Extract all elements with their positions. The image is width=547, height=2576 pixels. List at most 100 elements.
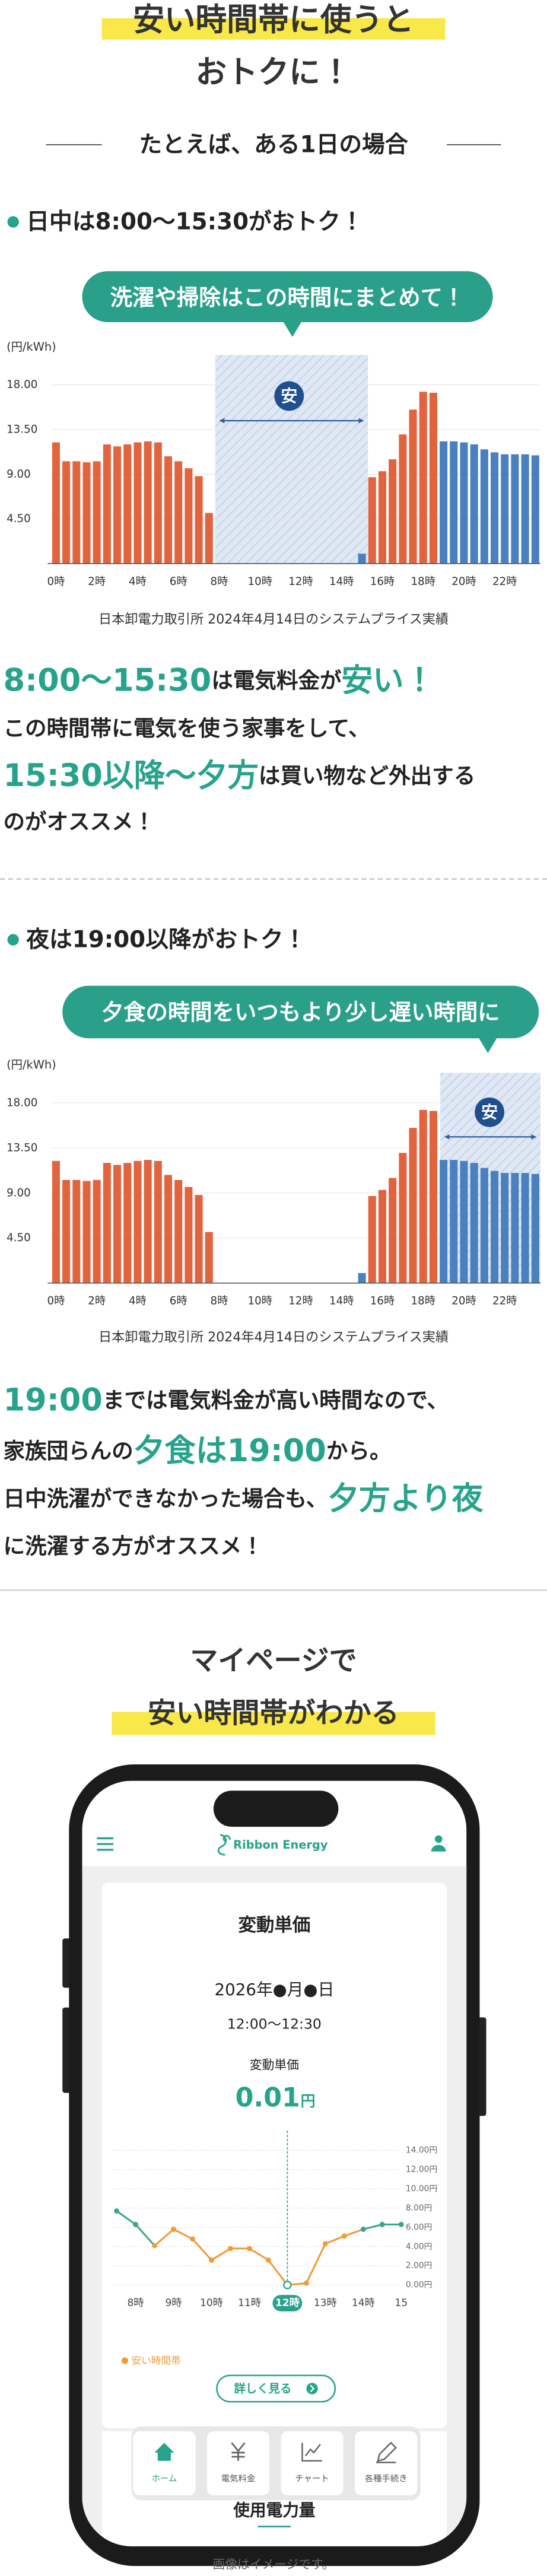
paragraph-line: この時間帯に電気を使う家事をして、 bbox=[4, 715, 370, 740]
x-tick-label: 10時 bbox=[247, 1295, 272, 1308]
emphasis: 8:00〜15:30 bbox=[4, 662, 212, 698]
button-icon bbox=[306, 2383, 318, 2394]
text-run: 家族団らんの bbox=[4, 1438, 133, 1464]
x-tick-label: 6時 bbox=[170, 575, 187, 588]
tab-label: 電気料金 bbox=[221, 2473, 255, 2483]
bar bbox=[368, 477, 376, 564]
text-run: は電気料金が bbox=[211, 667, 342, 693]
bar bbox=[491, 452, 499, 564]
bar bbox=[185, 468, 193, 564]
x-tick-label: 18時 bbox=[411, 1295, 435, 1308]
bar bbox=[440, 1160, 448, 1283]
details-button[interactable] bbox=[216, 2374, 336, 2403]
paragraph: 8:00〜15:30は電気料金が安い！ この時間帯に電気を使う家事をして、 15:3… bbox=[4, 662, 476, 834]
selected-pill bbox=[272, 2295, 303, 2311]
bar bbox=[72, 461, 81, 564]
bar bbox=[450, 441, 458, 564]
bar bbox=[501, 454, 509, 564]
bar bbox=[174, 1179, 183, 1283]
x-tick-label: 6時 bbox=[170, 1295, 187, 1308]
x-tick-label: 2時 bbox=[88, 1295, 106, 1308]
paragraph-line: のがオススメ！ bbox=[4, 809, 155, 834]
legend-label: 安い時間帯 bbox=[132, 2355, 181, 2367]
bullet bbox=[7, 934, 19, 946]
bar bbox=[480, 449, 488, 564]
x-tick-label: 4時 bbox=[129, 1295, 147, 1308]
x-tick-label: 8時 bbox=[211, 575, 228, 588]
bar bbox=[62, 461, 71, 564]
bar bbox=[103, 444, 111, 564]
tab[interactable] bbox=[355, 2431, 418, 2496]
bar bbox=[93, 461, 101, 564]
bar bbox=[52, 442, 60, 564]
point bbox=[133, 2222, 138, 2227]
bar bbox=[440, 441, 448, 564]
y-tick-label: 14.00円 bbox=[406, 2146, 437, 2155]
bar bbox=[144, 441, 152, 564]
bar bbox=[113, 1165, 122, 1283]
bar bbox=[389, 459, 397, 564]
bar bbox=[531, 1173, 539, 1283]
x-tick-label: 18時 bbox=[411, 575, 435, 588]
tab[interactable] bbox=[281, 2431, 344, 2496]
y-tick-label: 13.50 bbox=[7, 423, 37, 435]
bar bbox=[72, 1179, 81, 1283]
point bbox=[322, 2241, 328, 2247]
tab[interactable] bbox=[206, 2431, 270, 2496]
point bbox=[114, 2208, 120, 2214]
bar bbox=[164, 456, 173, 564]
paragraph-line: 8:00〜15:30は電気料金が安い！ bbox=[4, 662, 435, 698]
phone-button bbox=[62, 2007, 71, 2093]
tab[interactable] bbox=[133, 2431, 196, 2496]
card bbox=[101, 1882, 447, 2428]
bar bbox=[103, 1163, 111, 1283]
x-tick-label: 0時 bbox=[47, 1295, 65, 1308]
point bbox=[265, 2257, 271, 2263]
x-tick-label: 0時 bbox=[47, 575, 65, 588]
paragraph-line: 家族団らんの夕食は19:00から。 bbox=[4, 1433, 392, 1469]
bar bbox=[429, 392, 437, 564]
speech-bubble bbox=[62, 985, 539, 1039]
y-tick-label: 0.00円 bbox=[406, 2281, 432, 2290]
x-tick-label: 14時 bbox=[329, 1295, 354, 1308]
point bbox=[247, 2246, 252, 2251]
bar bbox=[521, 454, 529, 564]
x-tick-label: 14時 bbox=[329, 575, 354, 588]
emphasis: 15:30以降〜夕方 bbox=[4, 758, 259, 794]
y-tick-label: 6.00円 bbox=[406, 2222, 432, 2232]
emphasis: 安い！ bbox=[342, 662, 435, 698]
logo-mark bbox=[217, 1834, 231, 1856]
legend-marker bbox=[121, 2357, 128, 2364]
bar bbox=[62, 1179, 71, 1283]
app-chart: 0.00円 2.00円 4.00円 6.00円 8.00円 10.00円 12.00円 14.… bbox=[112, 2130, 437, 2367]
x-tick-label: 20時 bbox=[451, 575, 476, 588]
tab-label: ホーム bbox=[152, 2474, 177, 2483]
x-tick-label: 2時 bbox=[88, 575, 106, 588]
bar bbox=[113, 446, 122, 564]
bullet bbox=[7, 216, 19, 228]
badge-label: 安 bbox=[281, 386, 297, 406]
bar bbox=[123, 1163, 132, 1283]
bar bbox=[511, 1173, 519, 1283]
point bbox=[228, 2246, 233, 2251]
menu-icon[interactable] bbox=[97, 1837, 114, 1851]
paragraph-line: 日中洗濯ができなかった場合も、夕方より夜 bbox=[4, 1480, 484, 1516]
bar bbox=[531, 455, 539, 564]
bubble-tail bbox=[478, 1036, 498, 1054]
mypage-heading: 安い時間帯がわかる bbox=[148, 1697, 399, 1730]
notch bbox=[213, 1791, 339, 1827]
y-tick-label: 13.50 bbox=[7, 1141, 37, 1154]
tab-label: チャート bbox=[295, 2474, 329, 2483]
bar bbox=[389, 1178, 397, 1283]
text-run: から。 bbox=[326, 1438, 392, 1464]
bar bbox=[358, 554, 366, 564]
x-tick-label: 8時 bbox=[211, 1295, 228, 1308]
x-tick-label: 16時 bbox=[370, 1295, 395, 1308]
price-label: 変動単価 bbox=[250, 2058, 299, 2072]
x-tick-label: 13時 bbox=[314, 2297, 337, 2309]
y-tick-label: 4.00円 bbox=[406, 2242, 432, 2251]
bar bbox=[399, 434, 407, 564]
source: 日本卸電力取引所 2024年4月14日のシステムプライス実績 bbox=[98, 1330, 449, 1345]
tab-bar bbox=[131, 2426, 421, 2501]
user-icon[interactable] bbox=[431, 1835, 446, 1852]
